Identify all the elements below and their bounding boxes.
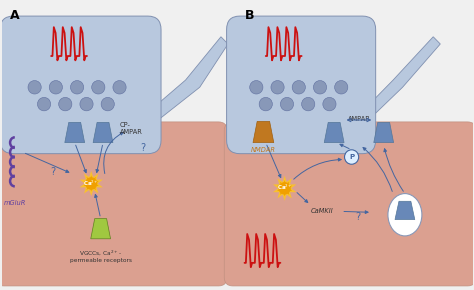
Circle shape: [323, 97, 336, 111]
Text: A: A: [10, 9, 20, 22]
Circle shape: [37, 97, 51, 111]
Text: ?: ?: [141, 143, 146, 153]
Text: VGCCs, Ca$^{2+}$-
permeable receptors: VGCCs, Ca$^{2+}$- permeable receptors: [70, 249, 132, 263]
Circle shape: [28, 81, 41, 94]
Circle shape: [279, 182, 291, 195]
Polygon shape: [127, 37, 228, 140]
Text: CP-
AMPAR: CP- AMPAR: [119, 122, 142, 135]
Polygon shape: [324, 122, 344, 143]
FancyBboxPatch shape: [0, 16, 161, 154]
Circle shape: [101, 97, 114, 111]
Text: NMDAR: NMDAR: [251, 147, 276, 153]
Text: mGluR: mGluR: [4, 200, 26, 206]
Text: AMPAR: AMPAR: [348, 116, 371, 122]
Circle shape: [71, 81, 84, 94]
Text: B: B: [245, 9, 254, 22]
FancyBboxPatch shape: [224, 122, 474, 286]
Circle shape: [80, 97, 93, 111]
Text: ?: ?: [355, 212, 360, 222]
Circle shape: [281, 97, 293, 111]
Polygon shape: [374, 122, 393, 143]
Text: Ca$^{2+}$: Ca$^{2+}$: [277, 183, 292, 193]
Polygon shape: [273, 176, 296, 201]
Text: Ca$^{2+}$: Ca$^{2+}$: [83, 178, 99, 188]
Circle shape: [271, 81, 284, 94]
Polygon shape: [93, 122, 113, 143]
Circle shape: [313, 81, 327, 94]
Polygon shape: [80, 171, 103, 196]
FancyBboxPatch shape: [227, 16, 376, 154]
Circle shape: [292, 81, 305, 94]
Ellipse shape: [388, 194, 422, 236]
Polygon shape: [337, 37, 440, 140]
Polygon shape: [395, 201, 415, 220]
Circle shape: [113, 81, 126, 94]
Text: CaMKII: CaMKII: [310, 209, 333, 214]
Circle shape: [259, 97, 273, 111]
Polygon shape: [65, 122, 85, 143]
Circle shape: [59, 97, 72, 111]
Circle shape: [250, 81, 263, 94]
Polygon shape: [277, 180, 292, 196]
Circle shape: [335, 81, 348, 94]
Circle shape: [85, 177, 97, 190]
FancyBboxPatch shape: [0, 122, 227, 286]
Text: ?: ?: [50, 167, 55, 177]
Circle shape: [301, 97, 315, 111]
Polygon shape: [91, 219, 110, 239]
Circle shape: [49, 81, 63, 94]
Circle shape: [345, 150, 359, 164]
Circle shape: [91, 81, 105, 94]
Text: P: P: [349, 154, 354, 160]
Polygon shape: [83, 175, 99, 192]
Polygon shape: [253, 122, 274, 143]
